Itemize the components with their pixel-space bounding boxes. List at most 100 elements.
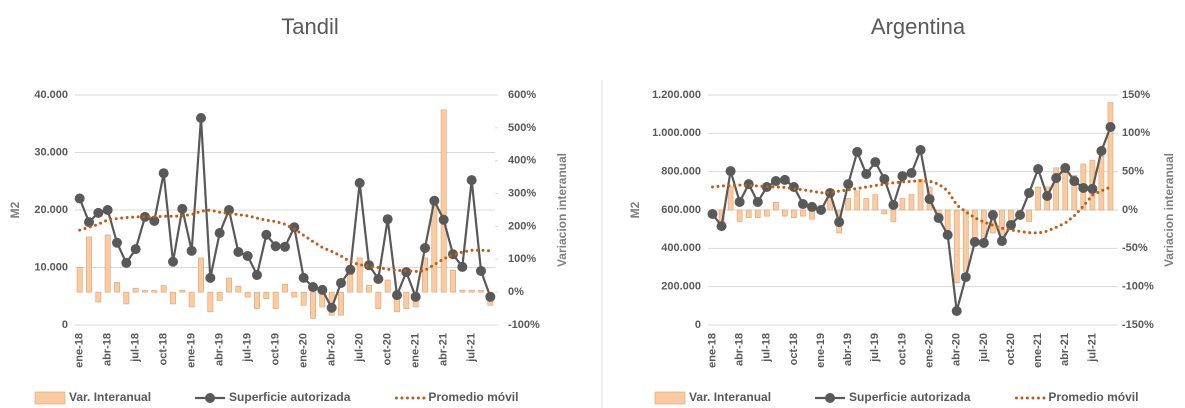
y2-tick-label: 400% — [508, 155, 536, 167]
x-tick-label: abr-19 — [842, 333, 854, 366]
bar — [468, 289, 475, 293]
y-tick-label: 200.000 — [661, 281, 701, 293]
x-tick-label: oct-19 — [896, 333, 908, 365]
point — [392, 290, 402, 301]
x-tick-label: jul-21 — [466, 333, 478, 363]
point — [1105, 122, 1116, 133]
point — [942, 229, 953, 240]
bar — [1098, 156, 1105, 211]
y2-tick-label: 0% — [1122, 204, 1138, 216]
bar — [300, 291, 307, 306]
y-tick-label: 1.200.000 — [652, 89, 701, 101]
bar — [86, 236, 92, 293]
x-tick-label: abr-20 — [951, 333, 963, 366]
y2-tick-label: -100% — [508, 319, 540, 331]
y2-tick-label: 500% — [508, 122, 536, 134]
moving-average-line — [78, 208, 492, 274]
legend-label: Var. Interanual — [689, 390, 771, 404]
point — [242, 251, 253, 261]
bar — [179, 289, 186, 293]
point — [834, 217, 845, 228]
point — [933, 213, 944, 224]
chart-title: Argentina — [871, 14, 966, 39]
bar — [736, 209, 743, 222]
bar — [132, 287, 139, 293]
legend-swatch — [34, 391, 66, 405]
bar — [908, 194, 915, 211]
bar — [422, 257, 428, 293]
bar — [291, 291, 298, 298]
bar — [1071, 175, 1078, 211]
bar — [375, 291, 382, 309]
bar — [403, 291, 410, 309]
bar — [170, 291, 176, 305]
point — [289, 222, 300, 233]
point — [420, 242, 430, 253]
point — [84, 217, 94, 228]
x-tick-label: jul-20 — [354, 333, 366, 363]
y-tick-label: 40.000 — [34, 89, 68, 101]
point — [93, 207, 104, 218]
bar — [1053, 167, 1060, 211]
legend-label: Var. Interanual — [69, 390, 151, 404]
point — [725, 166, 736, 177]
bar — [160, 285, 167, 293]
legend-label: Promedio móvil — [1048, 390, 1138, 404]
y2-tick-label: -100% — [1122, 281, 1154, 293]
bar — [899, 198, 906, 211]
y2-tick-label: 150% — [1122, 89, 1150, 101]
bar — [254, 291, 260, 309]
bar — [782, 209, 788, 217]
bar — [123, 291, 130, 305]
x-tick-label: oct-18 — [788, 333, 800, 365]
point — [752, 196, 763, 207]
point — [843, 179, 854, 190]
x-tick-label: oct-19 — [270, 333, 282, 365]
legend-label: Superficie autorizada — [849, 390, 971, 404]
bar — [1035, 186, 1041, 211]
x-tick-label: ene-21 — [410, 333, 422, 368]
y-tick-label: 400.000 — [661, 242, 701, 254]
x-tick-label: ene-19 — [186, 333, 198, 368]
point — [354, 177, 365, 188]
point — [1051, 172, 1062, 183]
point — [1096, 145, 1107, 156]
point — [476, 265, 486, 276]
point — [852, 146, 863, 157]
point — [1069, 176, 1080, 187]
y2-tick-label: 50% — [1122, 166, 1144, 178]
point — [779, 174, 790, 185]
x-tick-label: jul-20 — [978, 333, 990, 363]
point — [485, 291, 496, 302]
y2-tick-label: 300% — [508, 187, 536, 199]
point — [373, 274, 384, 284]
point — [996, 236, 1007, 247]
point — [1015, 209, 1026, 220]
point — [1005, 219, 1016, 230]
point — [888, 200, 899, 211]
y-tick-label: 1.000.000 — [652, 127, 701, 139]
y-tick-label: 20.000 — [34, 204, 68, 216]
point — [797, 199, 808, 210]
point — [870, 157, 881, 168]
x-tick-label: ene-18 — [706, 333, 718, 368]
point — [205, 272, 216, 283]
point — [308, 282, 318, 293]
point — [906, 168, 917, 179]
y2-tick-label: 200% — [508, 220, 536, 232]
bar — [263, 291, 270, 300]
bar — [773, 202, 779, 211]
bar — [104, 234, 111, 293]
y2-tick-label: 600% — [508, 89, 536, 101]
bar — [188, 291, 195, 308]
point — [807, 201, 818, 212]
bar — [226, 277, 232, 293]
bar — [953, 209, 960, 284]
point — [196, 113, 206, 123]
bar — [207, 291, 214, 313]
point — [1033, 163, 1044, 174]
point — [770, 176, 781, 187]
point — [429, 195, 440, 206]
point — [915, 145, 926, 156]
x-tick-label: jul-18 — [761, 333, 773, 363]
